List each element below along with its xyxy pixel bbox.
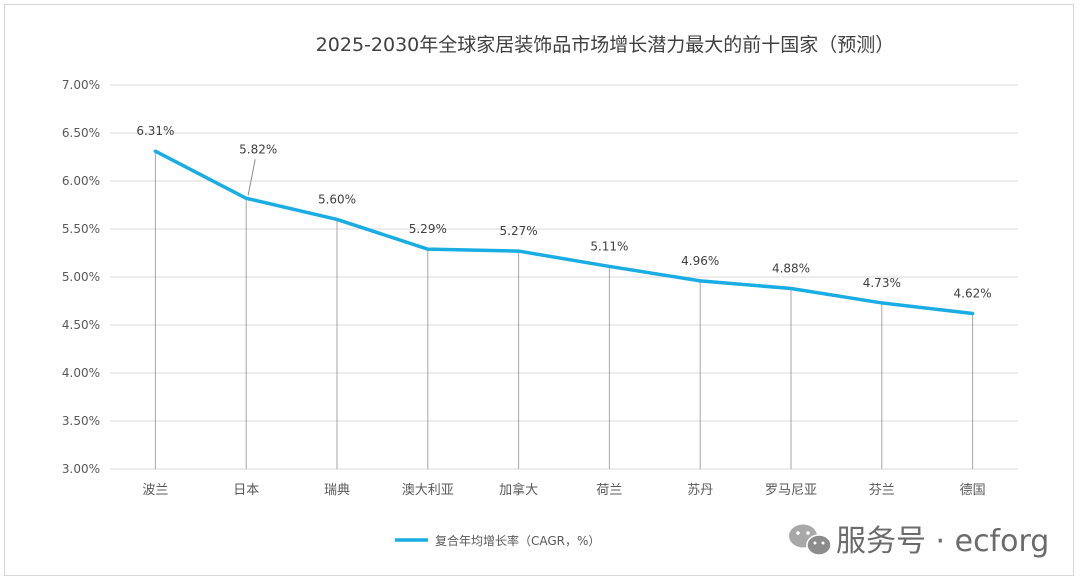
x-category-label: 德国 <box>960 483 986 498</box>
wechat-icon <box>789 524 832 556</box>
x-category-label: 瑞典 <box>324 483 350 498</box>
x-category-label: 罗马尼亚 <box>765 483 817 498</box>
x-category-label: 苏丹 <box>687 482 713 498</box>
y-tick-label: 4.50% <box>62 318 100 332</box>
data-label: 4.62% <box>954 286 992 300</box>
watermark: 服务号 · ecforg <box>789 524 1049 559</box>
y-tick-label: 4.00% <box>62 366 100 380</box>
watermark-text: 服务号 · ecforg <box>836 524 1049 559</box>
y-tick-label: 3.00% <box>62 462 100 476</box>
data-label: 5.11% <box>590 239 628 253</box>
y-tick-label: 6.00% <box>62 174 100 188</box>
y-tick-label: 5.00% <box>62 270 100 284</box>
y-tick-label: 5.50% <box>62 222 100 236</box>
x-category-label: 澳大利亚 <box>402 482 454 498</box>
grid-layer <box>110 84 1018 470</box>
x-category-label: 荷兰 <box>596 483 622 498</box>
series-layer <box>153 149 975 316</box>
y-tick-label: 7.00% <box>62 78 100 92</box>
chart-title: 2025-2030年全球家居装饰品市场增长潜力最大的前十国家（预测） <box>316 34 895 56</box>
legend-label: 复合年均增长率（CAGR，%） <box>435 533 600 548</box>
x-category-label: 加拿大 <box>499 482 538 498</box>
data-label: 4.88% <box>772 262 810 276</box>
data-label: 6.31% <box>136 124 174 138</box>
chart-frame <box>4 4 1074 576</box>
data-labels: 6.31% 5.82% 5.60% 5.29% 5.27% 5.11% 4.96% 4.88%… <box>136 124 991 300</box>
x-axis-category-labels: 波兰 日本 瑞典 澳大利亚 加拿大 荷兰 苏丹 罗马尼亚 芬兰 德国 <box>142 482 985 498</box>
series-line <box>153 149 975 316</box>
x-category-label: 芬兰 <box>869 483 895 498</box>
data-label: 5.29% <box>409 222 447 236</box>
x-category-label: 波兰 <box>142 483 168 498</box>
data-label: 5.60% <box>318 192 356 206</box>
y-axis-tick-labels: 3.00% 3.50% 4.00% 4.50% 5.00% 5.50% 6.00% 6.50%… <box>62 78 100 476</box>
data-label: 5.27% <box>500 224 538 238</box>
x-category-label: 日本 <box>233 483 259 498</box>
data-label: 4.96% <box>681 254 719 268</box>
y-tick-label: 6.50% <box>62 126 100 140</box>
data-label: 4.73% <box>863 276 901 290</box>
legend: 复合年均增长率（CAGR，%） <box>395 533 600 548</box>
data-label: 5.82% <box>239 142 277 156</box>
data-label-leader <box>247 159 256 196</box>
y-tick-label: 3.50% <box>62 414 100 428</box>
drop-lines <box>154 151 974 469</box>
